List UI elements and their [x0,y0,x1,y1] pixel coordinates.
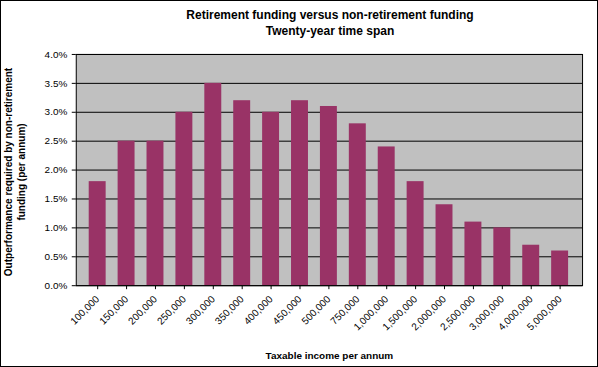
svg-text:3,000,000: 3,000,000 [466,293,506,333]
svg-text:450,000: 450,000 [270,293,304,327]
svg-text:3.0%: 3.0% [45,106,68,117]
svg-text:100,000: 100,000 [68,293,102,327]
svg-text:400,000: 400,000 [242,293,276,327]
svg-text:300,000: 300,000 [184,293,218,327]
svg-text:1.0%: 1.0% [45,222,68,233]
svg-text:2,500,000: 2,500,000 [438,293,478,333]
svg-text:750,000: 750,000 [328,293,362,327]
svg-text:1,000,000: 1,000,000 [351,293,391,333]
svg-text:0.5%: 0.5% [45,251,68,262]
svg-text:200,000: 200,000 [126,293,160,327]
svg-text:350,000: 350,000 [213,293,247,327]
html-text:Twenty-year time span: Twenty-year time span [265,24,395,38]
svg-text:Taxable income per annum: Taxable income per annum [266,350,394,361]
svg-text:1,500,000: 1,500,000 [380,293,420,333]
svg-text:4.0%: 4.0% [45,49,68,60]
html-text:Outperformance required by non: Outperformance required by non-retiremen… [3,67,27,277]
svg-text:1.5%: 1.5% [45,193,68,204]
svg-text:250,000: 250,000 [155,293,189,327]
svg-text:3.5%: 3.5% [45,78,68,89]
svg-text:4,000,000: 4,000,000 [495,293,535,333]
svg-text:2.0%: 2.0% [45,164,68,175]
html-text:Retirement funding versus non-: Retirement funding versus non-retirement… [186,8,474,22]
svg-text:2,000,000: 2,000,000 [409,293,449,333]
svg-text:2.5%: 2.5% [45,135,68,146]
svg-text:500,000: 500,000 [299,293,333,327]
svg-text:150,000: 150,000 [97,293,131,327]
svg-text:5,000,000: 5,000,000 [525,293,564,332]
svg-text:0.0%: 0.0% [45,280,68,291]
